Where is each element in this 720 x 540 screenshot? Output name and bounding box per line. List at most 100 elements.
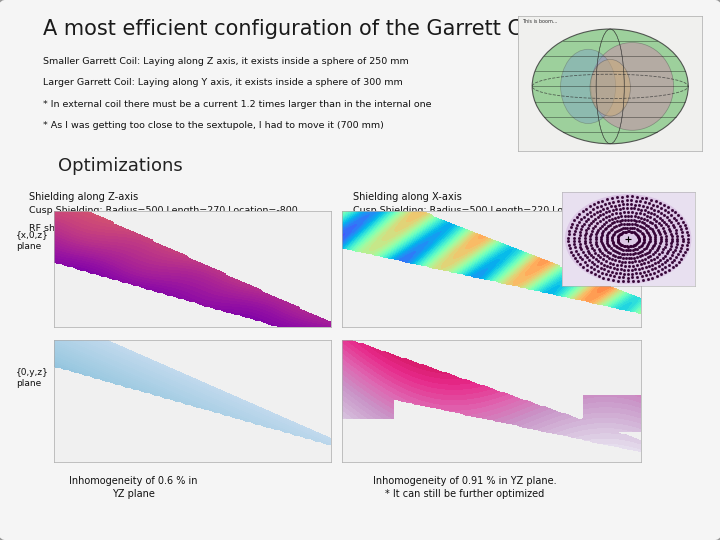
Point <box>605 263 616 272</box>
Point <box>574 237 585 245</box>
Point <box>593 272 605 280</box>
Point <box>606 234 618 242</box>
Point <box>614 253 626 261</box>
Point <box>595 233 607 241</box>
Point <box>612 237 624 245</box>
Point <box>622 227 634 236</box>
Point <box>611 226 623 235</box>
Point <box>675 225 687 234</box>
Point <box>612 234 624 243</box>
Point <box>606 267 618 276</box>
Point <box>654 213 665 222</box>
Point <box>631 193 642 201</box>
Point <box>590 240 602 248</box>
Point <box>574 239 585 248</box>
Point <box>621 242 632 251</box>
Text: RF shielding: Radius 650 mm Length=776: RF shielding: Radius 650 mm Length=776 <box>29 224 229 233</box>
Point <box>682 241 693 249</box>
Point <box>639 267 650 276</box>
Point <box>599 200 611 208</box>
Point <box>654 232 666 241</box>
Point <box>678 217 689 226</box>
Point <box>600 224 612 232</box>
Point <box>598 219 610 228</box>
Point <box>605 202 616 211</box>
Point <box>567 251 578 259</box>
Point <box>632 238 644 246</box>
Point <box>626 192 637 201</box>
Point <box>600 213 611 221</box>
Point <box>588 224 599 233</box>
Point <box>635 242 647 251</box>
Point <box>611 193 622 201</box>
Point <box>660 240 671 248</box>
Point <box>621 200 633 208</box>
Point <box>639 259 650 268</box>
Point <box>577 207 588 216</box>
Point <box>630 257 642 266</box>
Point <box>592 267 603 275</box>
Point <box>628 216 639 225</box>
Point <box>640 263 652 272</box>
Point <box>634 247 646 256</box>
Point <box>660 220 672 228</box>
Point <box>661 249 672 258</box>
Point <box>644 218 656 226</box>
Point <box>579 231 590 240</box>
Point <box>670 242 682 251</box>
Point <box>601 203 613 212</box>
Point <box>621 219 632 228</box>
Point <box>595 259 607 267</box>
Point <box>643 240 654 248</box>
Point <box>617 277 629 286</box>
Point <box>670 253 682 261</box>
Point <box>575 225 587 233</box>
Point <box>629 253 640 262</box>
Point <box>629 240 641 249</box>
Point <box>626 220 638 228</box>
Point <box>670 226 681 234</box>
Point <box>640 244 652 252</box>
Point <box>591 203 603 212</box>
Point <box>590 235 601 244</box>
Point <box>673 258 685 266</box>
Point <box>615 265 626 274</box>
Point <box>665 227 676 235</box>
Point <box>624 227 635 236</box>
Point <box>634 201 645 210</box>
Point <box>613 200 624 209</box>
Point <box>632 232 644 240</box>
Point <box>619 261 631 270</box>
Point <box>595 253 606 261</box>
Point <box>605 249 616 258</box>
Point <box>623 258 634 266</box>
Point <box>597 241 608 249</box>
Point <box>639 219 650 228</box>
Point <box>636 241 648 249</box>
Point <box>626 224 638 232</box>
Point <box>670 260 682 269</box>
Point <box>575 260 586 269</box>
Point <box>651 217 662 225</box>
Point <box>652 202 663 211</box>
Point <box>607 232 618 241</box>
Point <box>614 208 626 217</box>
Point <box>569 240 580 248</box>
Point <box>611 248 623 256</box>
Point <box>594 223 606 232</box>
Text: * As I was getting too close to the sextupole, I had to move it (700 mm): * As I was getting too close to the sext… <box>43 122 384 131</box>
Point <box>639 198 651 206</box>
Point <box>618 208 630 217</box>
Point <box>632 205 644 213</box>
Point <box>600 218 612 226</box>
Point <box>669 223 680 232</box>
Point <box>577 248 589 256</box>
Point <box>646 265 657 274</box>
Point <box>621 192 632 201</box>
Point <box>646 208 657 217</box>
Point <box>614 269 626 278</box>
Point <box>636 213 647 222</box>
Point <box>580 217 592 226</box>
Point <box>630 197 642 205</box>
Point <box>633 237 644 245</box>
